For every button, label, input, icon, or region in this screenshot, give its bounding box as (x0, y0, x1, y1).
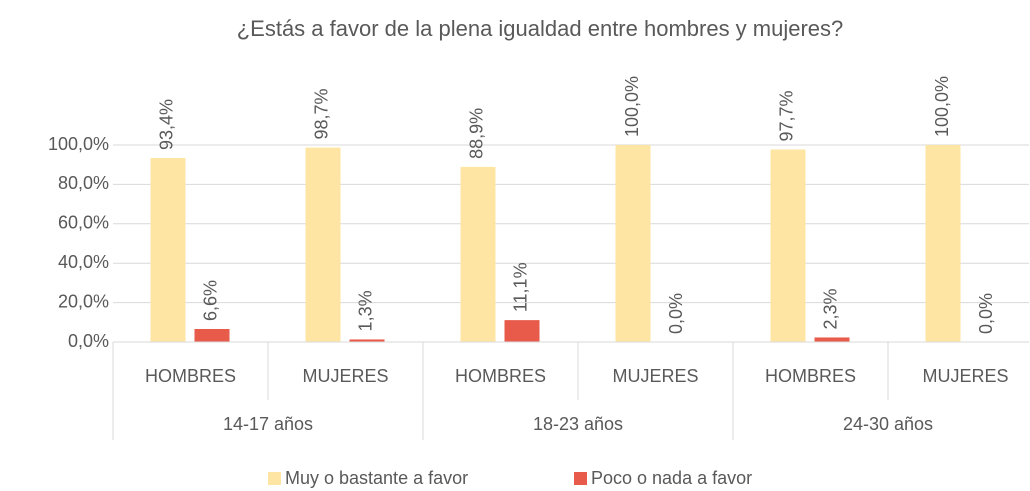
value-label: 98,7% (312, 89, 332, 140)
x-tick-label: HOMBRES (765, 366, 856, 386)
group-label: 24-30 años (843, 414, 933, 434)
y-tick-label: 40,0% (58, 252, 109, 272)
bar (349, 339, 385, 342)
y-tick-label: 60,0% (58, 213, 109, 233)
bar (305, 147, 341, 342)
group-label: 18-23 años (533, 414, 623, 434)
chart-title: ¿Estás a favor de la plena igualdad entr… (237, 16, 844, 41)
value-label: 2,3% (821, 288, 841, 329)
value-label: 11,1% (511, 262, 531, 312)
x-tick-label: HOMBRES (455, 366, 546, 386)
x-tick-label: MUJERES (922, 366, 1008, 386)
value-label: 0,0% (976, 293, 996, 334)
value-label: 97,7% (777, 90, 797, 141)
bar (925, 145, 961, 342)
x-tick-label: MUJERES (612, 366, 698, 386)
y-tick-label: 80,0% (58, 173, 109, 193)
legend-swatch (268, 472, 281, 485)
value-label: 93,4% (157, 99, 177, 150)
y-tick-label: 0,0% (68, 331, 109, 351)
value-label: 0,0% (666, 293, 686, 334)
bar (814, 337, 850, 342)
legend-swatch (574, 472, 587, 485)
x-tick-label: MUJERES (302, 366, 388, 386)
bar (615, 145, 651, 342)
x-tick-label: HOMBRES (145, 366, 236, 386)
y-tick-label: 20,0% (58, 291, 109, 311)
group-label: 14-17 años (223, 414, 313, 434)
bar (504, 320, 540, 342)
bar (150, 158, 186, 342)
value-label: 6,6% (201, 280, 221, 321)
value-label: 1,3% (356, 290, 376, 331)
bar (194, 328, 230, 342)
value-label: 100,0% (622, 76, 642, 137)
value-label: 88,9% (467, 108, 487, 159)
bar (460, 166, 496, 342)
y-tick-label: 100,0% (48, 134, 109, 154)
legend-label: Muy o bastante a favor (285, 468, 468, 488)
value-label: 100,0% (932, 76, 952, 137)
bar (770, 149, 806, 342)
legend-label: Poco o nada a favor (591, 468, 752, 488)
